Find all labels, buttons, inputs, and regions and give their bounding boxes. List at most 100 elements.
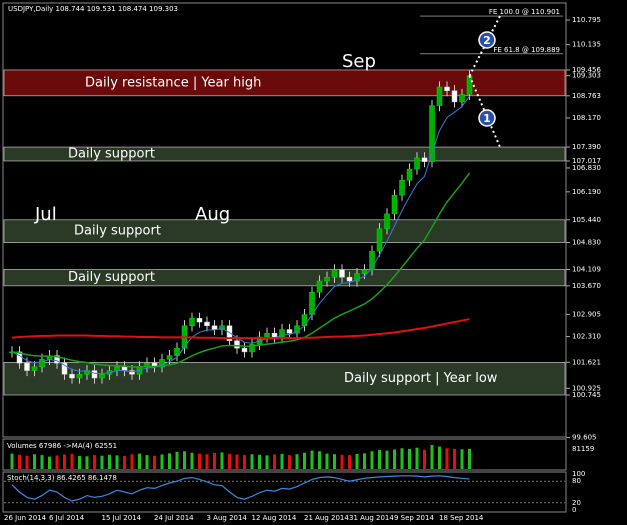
- price-label: 102.905: [572, 310, 601, 318]
- stoch-tick: 20: [572, 499, 581, 507]
- zone-label: Daily support: [74, 224, 161, 239]
- candle-body: [114, 366, 120, 371]
- zone: [3, 219, 566, 243]
- candle-body: [219, 325, 225, 330]
- price-label: 110.795: [572, 16, 601, 24]
- candle-body: [369, 250, 375, 271]
- zone-label: Daily resistance | Year high: [85, 75, 261, 90]
- candle-body: [406, 168, 413, 181]
- candle-body: [31, 366, 38, 371]
- candle-body: [189, 318, 195, 327]
- price-label: 99.605: [572, 434, 597, 442]
- candle-body: [466, 75, 473, 95]
- date-label: 24 Jul 2014: [154, 514, 194, 522]
- candle-body: [346, 277, 353, 282]
- zone: [3, 269, 566, 287]
- marker-circle: [478, 31, 496, 49]
- candle-body: [451, 90, 458, 103]
- candle-body: [361, 269, 368, 274]
- projection-arrow: [468, 15, 501, 77]
- month-label: Aug: [195, 204, 230, 225]
- candle-body: [399, 180, 405, 196]
- month-label: Jul: [34, 204, 57, 225]
- candle-body: [354, 273, 360, 282]
- price-label: 107.390: [572, 143, 601, 151]
- candle-body: [196, 318, 203, 323]
- date-label: 26 Jun 2014: [4, 514, 47, 522]
- ma-mid: [11, 172, 471, 368]
- marker-label: 2: [483, 34, 491, 47]
- date-label: 9 Sep 2014: [394, 514, 434, 522]
- moving-average: [11, 318, 470, 340]
- symbol-header: USDJPY,Daily 108.744 109.531 108.474 109…: [8, 5, 178, 13]
- candle-body: [279, 329, 285, 338]
- candle-body: [174, 347, 180, 356]
- date-label: 3 Aug 2014: [207, 514, 248, 522]
- candle-body: [121, 366, 128, 371]
- candle-body: [166, 355, 173, 360]
- stoch-label: Stoch(14,3,3) 86.4265 86.1478: [7, 474, 117, 482]
- candle-body: [61, 362, 68, 375]
- fib-label: FE 100.0 @ 110.901: [489, 8, 560, 16]
- candle-body: [459, 94, 465, 103]
- candle-body: [234, 340, 240, 349]
- stoch-tick: 100: [572, 470, 585, 478]
- candle-body: [129, 370, 135, 375]
- price-label: 108.170: [572, 114, 601, 122]
- zone-label: Daily support: [68, 147, 155, 162]
- volume-max: 81159: [572, 445, 594, 453]
- price-label: 102.310: [572, 333, 601, 341]
- candle-body: [331, 269, 338, 278]
- candle-body: [421, 157, 428, 162]
- ma-fast: [11, 95, 470, 375]
- price-label: 100.925: [572, 384, 601, 392]
- candle-body: [264, 332, 270, 338]
- volume-label: Volumes 67986 ->MA(4) 62551: [7, 442, 117, 450]
- candle-body: [414, 157, 420, 170]
- volume-frame: [2, 438, 567, 471]
- price-label: 104.109: [572, 265, 601, 273]
- date-label: 31 Aug 2014: [349, 514, 394, 522]
- marker-label: 1: [483, 112, 491, 125]
- candle-body: [241, 347, 248, 353]
- candle-body: [339, 269, 345, 278]
- candle-body: [159, 359, 165, 368]
- stoch-line: [11, 475, 470, 502]
- date-label: 6 Jul 2014: [49, 514, 85, 522]
- candle-body: [204, 321, 210, 327]
- candle-body: [91, 370, 98, 379]
- zone: [3, 362, 566, 396]
- candle-body: [391, 194, 398, 215]
- month-label: Sep: [342, 51, 376, 72]
- price-label: 104.830: [572, 239, 601, 247]
- candle-body: [436, 86, 443, 106]
- candle-body: [429, 105, 435, 162]
- date-label: 18 Sep 2014: [439, 514, 484, 522]
- price-label: 110.135: [572, 41, 601, 49]
- marker-circle: [478, 109, 496, 127]
- price-label: 105.440: [572, 216, 601, 224]
- date-label: 12 Aug 2014: [252, 514, 297, 522]
- stoch-tick: 0: [572, 506, 576, 514]
- candle-body: [39, 359, 45, 368]
- candle-body: [54, 355, 60, 364]
- candle-body: [211, 325, 218, 330]
- candle-body: [249, 344, 255, 353]
- zone-label: Daily support | Year low: [344, 371, 498, 386]
- candle-body: [226, 325, 233, 341]
- candle-body: [99, 374, 105, 379]
- candle-body: [286, 329, 293, 334]
- price-label: 106.190: [572, 188, 601, 196]
- candle-body: [324, 277, 330, 282]
- candle-body: [316, 280, 323, 293]
- price-label: 108.763: [572, 92, 601, 100]
- price-label: 103.670: [572, 282, 601, 290]
- date-label: 21 Aug 2014: [304, 514, 349, 522]
- date-label: 15 Jul 2014: [102, 514, 142, 522]
- stoch-frame: [2, 471, 567, 513]
- zone-label: Daily support: [68, 270, 155, 285]
- candle-body: [69, 374, 75, 379]
- candle-body: [24, 362, 30, 371]
- price-label: 106.830: [572, 164, 601, 172]
